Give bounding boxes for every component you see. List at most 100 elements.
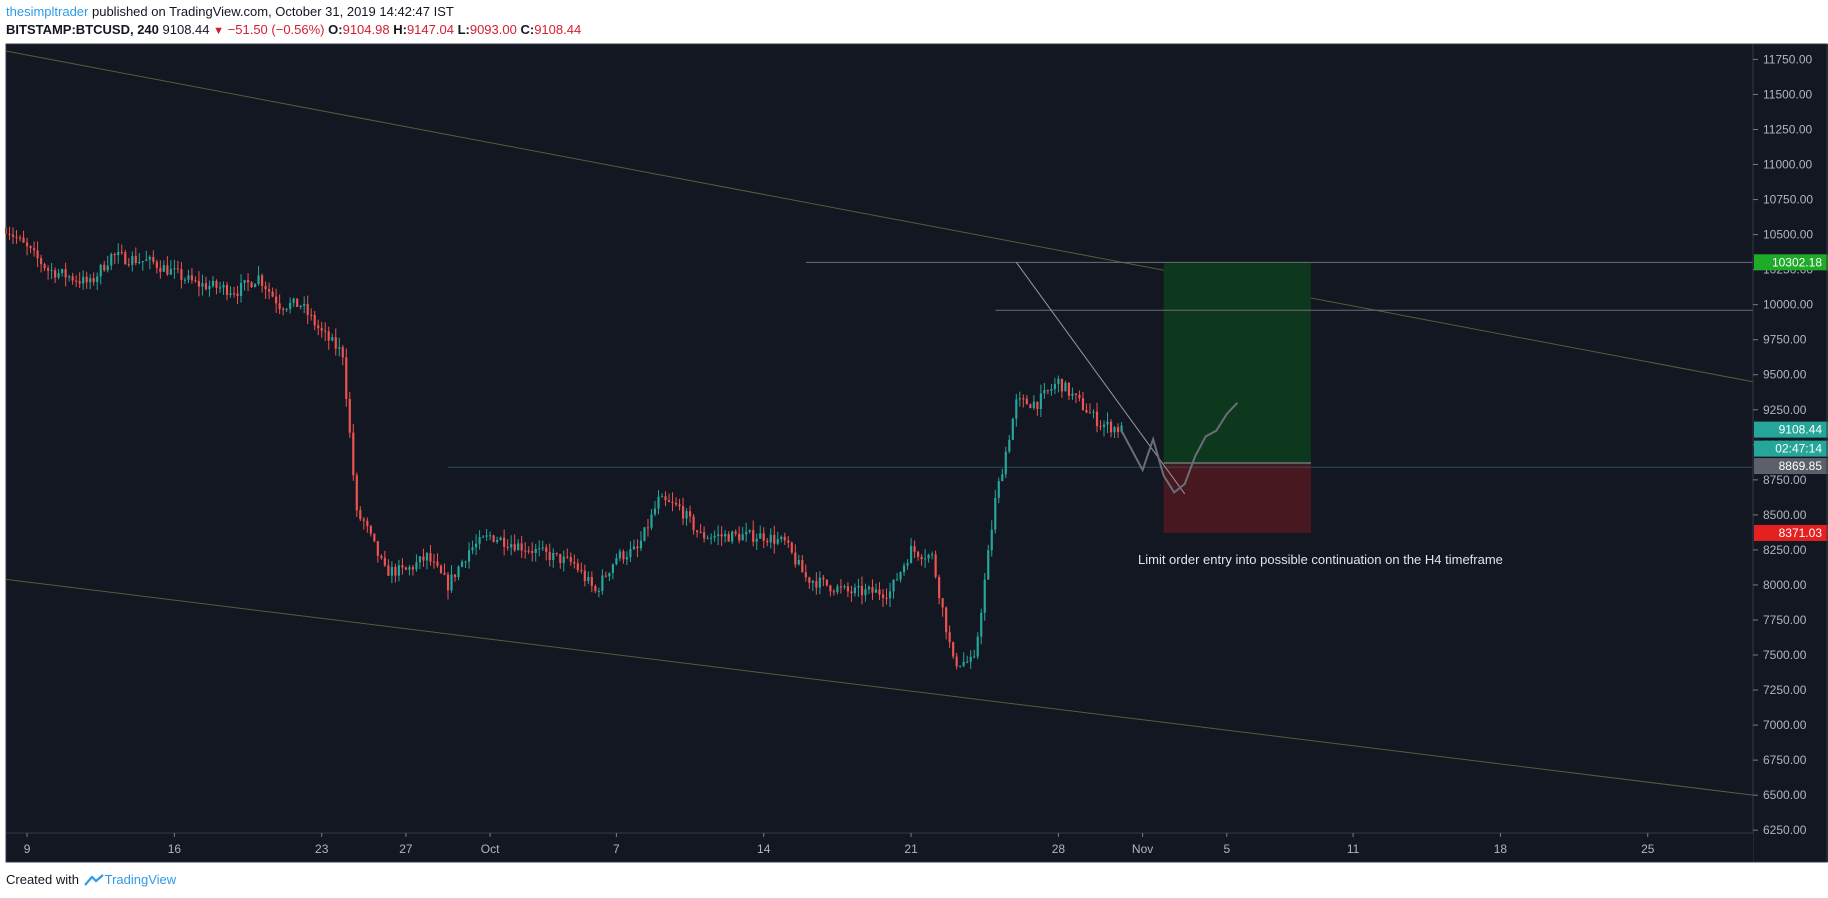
candle-up <box>1092 411 1095 413</box>
y-tick-label: 8250.00 <box>1763 543 1807 557</box>
trade-annotation[interactable]: Limit order entry into possible continua… <box>1138 552 1503 567</box>
candle-up <box>1102 424 1106 427</box>
author-link[interactable]: thesimpltrader <box>6 4 89 19</box>
candle-up <box>289 302 292 309</box>
candle-up <box>285 308 288 310</box>
candle-up <box>82 276 85 284</box>
candle-up <box>425 553 429 561</box>
channel-line <box>5 578 1754 796</box>
open-label: O: <box>328 22 343 37</box>
candle-up <box>117 251 120 256</box>
candle-up <box>966 661 969 663</box>
candle-up <box>418 556 422 563</box>
candle-down <box>594 586 597 592</box>
down-arrow-icon: ▼ <box>213 25 225 37</box>
candle-up <box>99 264 102 277</box>
candle-up <box>899 572 902 580</box>
channel-line <box>5 50 1754 383</box>
tradingview-link[interactable]: TradingView <box>104 872 177 887</box>
candle-down <box>166 265 169 275</box>
candle-down <box>808 577 811 583</box>
candle-up <box>222 285 225 288</box>
candle-up <box>534 548 537 554</box>
y-tick-label: 7250.00 <box>1763 683 1807 697</box>
y-tick-label: 6500.00 <box>1763 788 1807 802</box>
candle-down <box>524 550 527 552</box>
candle-down <box>348 398 351 433</box>
candle-down <box>815 581 818 588</box>
candle-down <box>296 298 299 308</box>
candle-up <box>710 537 713 539</box>
candle-up <box>660 496 664 498</box>
y-tick-label: 8500.00 <box>1763 508 1807 522</box>
profit-zone <box>1163 262 1311 464</box>
candle-down <box>71 276 74 281</box>
symbol-label[interactable]: BITSTAMP:BTCUSD, 240 <box>6 22 159 37</box>
candle-up <box>478 537 481 544</box>
long-position-zone[interactable] <box>1163 262 1311 533</box>
candle-up <box>769 534 772 543</box>
price-label-bg <box>1754 421 1828 438</box>
candle-down <box>678 504 681 507</box>
candle-up <box>253 283 257 288</box>
candle-down <box>215 280 218 288</box>
candle-down <box>103 264 106 271</box>
candle-down <box>667 500 671 502</box>
candle-down <box>664 496 667 501</box>
candle-up <box>973 656 976 658</box>
candle-down <box>64 269 67 278</box>
high-label: H: <box>393 22 407 37</box>
price-label-bg <box>1754 254 1828 271</box>
candle-up <box>257 275 260 284</box>
candle-down <box>246 280 250 283</box>
close-value: 9108.44 <box>534 22 582 37</box>
candle-up <box>706 538 709 540</box>
candle-down <box>1025 398 1028 405</box>
candle-down <box>583 570 586 582</box>
candle-down <box>327 331 330 341</box>
candle-up <box>485 535 488 537</box>
candle-up <box>685 511 688 519</box>
candle-up <box>653 508 657 515</box>
candle-up <box>110 253 113 266</box>
candle-down <box>699 532 702 534</box>
close-label: C: <box>520 22 535 37</box>
candle-down <box>443 572 446 575</box>
candle-down <box>18 237 22 239</box>
candle-up <box>1113 427 1116 433</box>
candle-down <box>734 531 737 534</box>
channel-lines[interactable] <box>5 50 1754 796</box>
candle-down <box>306 303 309 315</box>
candle-down <box>92 278 95 283</box>
candle-up <box>818 577 821 588</box>
price-labels: 10302.18 9108.44 02:47:14 8869.85 8371.03 <box>1754 254 1828 541</box>
candle-up <box>976 636 979 657</box>
candle-down <box>520 543 523 551</box>
candle-down <box>885 597 888 599</box>
horizontal-levels[interactable] <box>448 261 1753 468</box>
candle-up <box>299 305 302 308</box>
candles <box>4 218 1123 670</box>
candle-down <box>113 253 116 256</box>
candle-up <box>243 280 246 284</box>
candle-down <box>43 264 46 269</box>
candle-up <box>183 279 186 281</box>
candle-down <box>531 551 534 554</box>
time-axis[interactable] <box>6 833 1753 862</box>
candle-down <box>29 246 32 249</box>
candle-down <box>559 553 562 564</box>
footer: Created with TradingView <box>6 871 176 889</box>
candle-up <box>962 661 965 666</box>
x-tick-label: 16 <box>168 842 182 856</box>
candle-down <box>703 532 706 539</box>
candle-down <box>955 656 958 667</box>
candle-up <box>415 562 418 570</box>
y-tick-label: 9250.00 <box>1763 403 1807 417</box>
price-label-text: 8869.85 <box>1779 459 1823 473</box>
candle-up <box>499 537 502 541</box>
candle-up <box>587 577 590 582</box>
drawings[interactable] <box>1015 262 1239 495</box>
candle-up <box>57 273 60 278</box>
tradingview-logo-icon <box>83 874 104 886</box>
